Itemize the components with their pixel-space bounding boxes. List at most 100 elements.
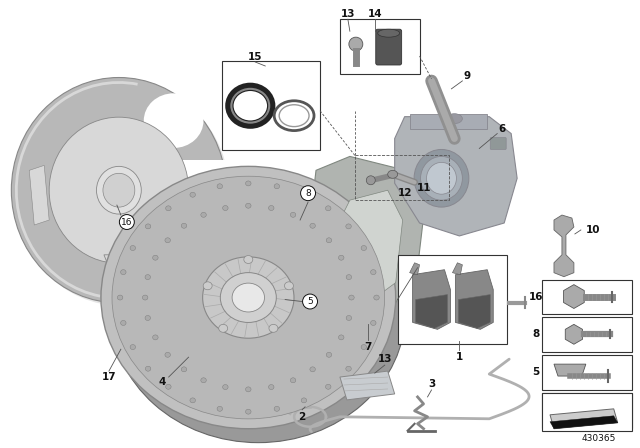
Ellipse shape (374, 295, 380, 300)
Text: 15: 15 (248, 52, 262, 62)
Ellipse shape (310, 367, 316, 372)
Ellipse shape (371, 270, 376, 275)
Polygon shape (550, 409, 618, 429)
Text: 16: 16 (121, 218, 132, 227)
Ellipse shape (426, 162, 456, 194)
Polygon shape (458, 294, 490, 328)
Polygon shape (550, 416, 618, 429)
Ellipse shape (447, 114, 462, 124)
Ellipse shape (220, 273, 276, 323)
FancyBboxPatch shape (376, 29, 402, 65)
Text: 8: 8 (305, 189, 311, 198)
Ellipse shape (145, 224, 151, 229)
Text: 9: 9 (464, 71, 471, 81)
Text: 3: 3 (428, 379, 435, 389)
Text: 1: 1 (456, 352, 463, 362)
Ellipse shape (349, 37, 363, 51)
Ellipse shape (203, 282, 212, 290)
Ellipse shape (246, 203, 251, 208)
Ellipse shape (49, 117, 189, 263)
FancyBboxPatch shape (542, 393, 632, 431)
Polygon shape (410, 114, 487, 129)
FancyBboxPatch shape (542, 393, 632, 428)
Text: 17: 17 (102, 372, 116, 382)
Ellipse shape (143, 295, 148, 300)
Ellipse shape (274, 184, 280, 189)
Text: 2: 2 (298, 412, 306, 422)
Ellipse shape (361, 246, 367, 250)
Ellipse shape (246, 409, 251, 414)
Circle shape (120, 215, 134, 229)
Ellipse shape (366, 176, 375, 185)
Ellipse shape (223, 384, 228, 390)
Ellipse shape (349, 295, 354, 300)
Ellipse shape (211, 267, 302, 348)
Ellipse shape (103, 173, 135, 207)
Ellipse shape (219, 324, 228, 332)
Polygon shape (29, 165, 49, 225)
FancyBboxPatch shape (340, 19, 420, 74)
Text: 10: 10 (586, 225, 600, 235)
Ellipse shape (181, 223, 187, 228)
Ellipse shape (152, 255, 158, 260)
Ellipse shape (130, 246, 136, 250)
Ellipse shape (166, 384, 171, 389)
Ellipse shape (145, 366, 151, 371)
Ellipse shape (165, 238, 170, 243)
Polygon shape (452, 263, 462, 275)
Ellipse shape (117, 295, 123, 300)
Ellipse shape (269, 384, 274, 390)
Ellipse shape (97, 166, 141, 214)
Ellipse shape (246, 387, 251, 392)
Ellipse shape (291, 212, 296, 217)
Ellipse shape (112, 176, 385, 419)
FancyBboxPatch shape (397, 255, 507, 344)
Text: 6: 6 (499, 124, 506, 134)
Ellipse shape (326, 384, 331, 389)
Polygon shape (308, 156, 426, 323)
Polygon shape (159, 160, 234, 319)
Text: 14: 14 (367, 9, 382, 19)
Ellipse shape (130, 345, 136, 349)
Ellipse shape (190, 192, 195, 197)
Text: 11: 11 (417, 183, 432, 193)
Ellipse shape (346, 315, 351, 320)
Ellipse shape (181, 367, 187, 372)
Ellipse shape (246, 181, 251, 186)
Ellipse shape (12, 78, 227, 303)
Ellipse shape (326, 352, 332, 357)
Polygon shape (340, 371, 395, 400)
Ellipse shape (346, 366, 351, 371)
Ellipse shape (301, 398, 307, 403)
Ellipse shape (236, 94, 264, 118)
Ellipse shape (101, 166, 396, 429)
Ellipse shape (301, 192, 307, 197)
Ellipse shape (310, 223, 316, 228)
Ellipse shape (217, 406, 223, 411)
Ellipse shape (152, 335, 158, 340)
Ellipse shape (274, 406, 280, 411)
Ellipse shape (388, 170, 397, 178)
Ellipse shape (111, 180, 406, 443)
Ellipse shape (120, 270, 126, 275)
Polygon shape (554, 364, 586, 376)
FancyBboxPatch shape (542, 355, 632, 390)
Ellipse shape (201, 212, 206, 217)
Text: 13: 13 (378, 354, 392, 364)
Ellipse shape (339, 255, 344, 260)
Text: 12: 12 (397, 188, 412, 198)
Text: 7: 7 (364, 342, 371, 352)
Polygon shape (104, 255, 141, 284)
Polygon shape (395, 116, 517, 236)
Ellipse shape (291, 378, 296, 383)
Ellipse shape (190, 398, 195, 403)
FancyBboxPatch shape (542, 318, 632, 352)
Ellipse shape (244, 255, 253, 263)
Ellipse shape (326, 206, 331, 211)
Polygon shape (413, 270, 451, 329)
Ellipse shape (346, 224, 351, 229)
Ellipse shape (166, 206, 171, 211)
Text: 5: 5 (307, 297, 313, 306)
Ellipse shape (378, 29, 399, 37)
Ellipse shape (201, 378, 206, 383)
